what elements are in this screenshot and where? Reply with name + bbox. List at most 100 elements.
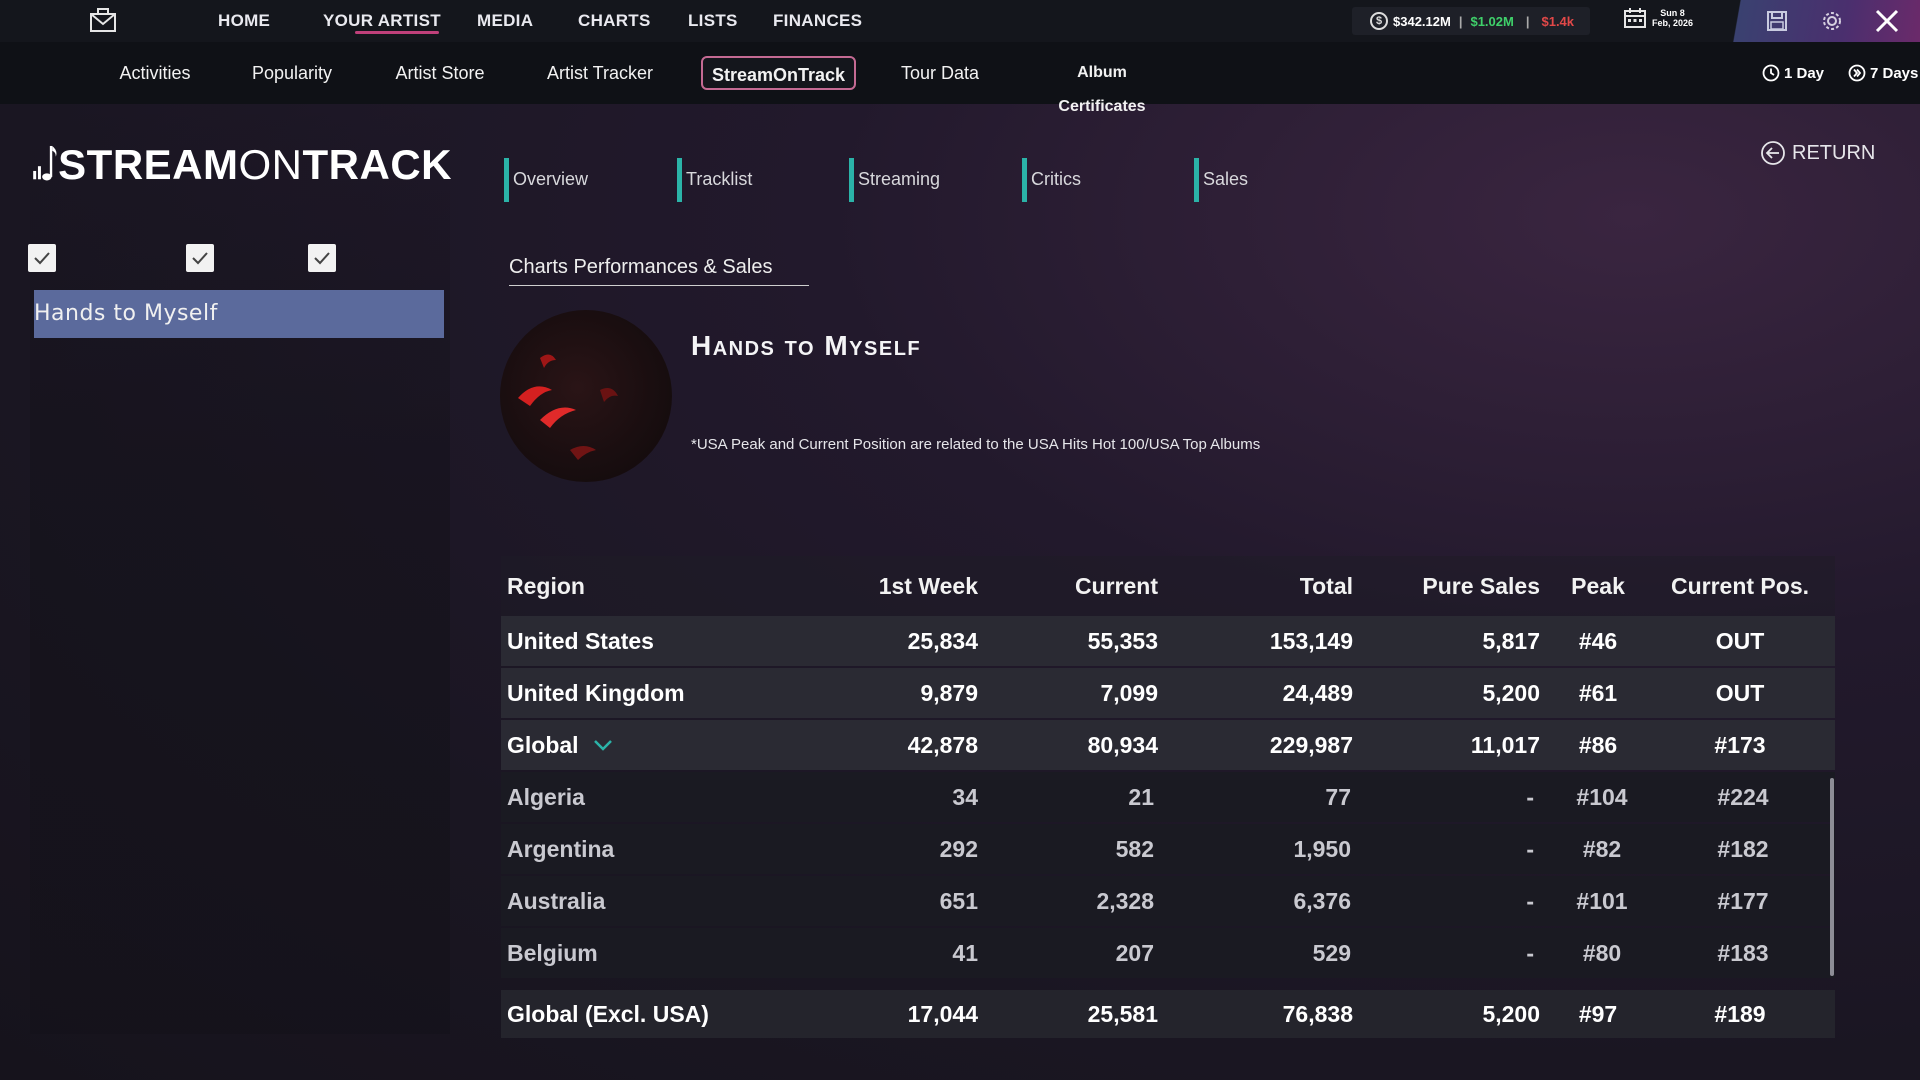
chevron-down-icon[interactable] bbox=[593, 738, 613, 752]
mail-icon[interactable] bbox=[88, 6, 118, 34]
album-cover-image bbox=[500, 310, 672, 482]
tab-tour-data[interactable]: Tour Data bbox=[900, 63, 980, 83]
region-name: Global bbox=[507, 731, 579, 758]
first-week-cell: 42,878 bbox=[907, 731, 978, 758]
column-header-1st-week: 1st Week bbox=[878, 572, 978, 599]
pure-sales-cell: - bbox=[1526, 939, 1534, 966]
first-week-cell: 25,834 bbox=[907, 627, 978, 654]
region-cell: Australia bbox=[507, 887, 606, 914]
tab-artist-store[interactable]: Artist Store bbox=[395, 63, 485, 83]
first-week-cell: 41 bbox=[952, 939, 978, 966]
date-month-year: Feb, 2026 bbox=[1652, 18, 1694, 28]
song-list-item-selected[interactable]: Hands to Myself bbox=[34, 290, 444, 338]
peak-cell: #86 bbox=[1578, 731, 1618, 758]
clock-icon bbox=[1762, 64, 1780, 82]
current-pos-cell: OUT bbox=[1715, 627, 1765, 654]
charts-sales-subtitle: Charts Performances & Sales bbox=[509, 256, 809, 286]
gear-icon[interactable] bbox=[1820, 9, 1844, 33]
checkmark-icon bbox=[192, 252, 208, 265]
date-display: Sun 8 Feb, 2026 bbox=[1624, 8, 1693, 28]
column-header-peak: Peak bbox=[1571, 572, 1625, 599]
region-cell: Algeria bbox=[507, 783, 585, 810]
first-week-cell: 292 bbox=[939, 835, 978, 862]
music-note-logo-icon bbox=[33, 145, 57, 181]
balance-value: $342.12M bbox=[1393, 13, 1451, 29]
current-cell: 80,934 bbox=[1087, 731, 1158, 758]
table-row: United States 25,834 55,353 153,149 5,81… bbox=[501, 616, 1835, 666]
tab-artist-tracker[interactable]: Artist Tracker bbox=[546, 63, 653, 83]
peak-cell: #101 bbox=[1576, 887, 1628, 914]
income-value: $1.02M bbox=[1470, 13, 1514, 29]
time-7days-button[interactable]: 7 Days bbox=[1848, 64, 1918, 82]
total-cell: 1,950 bbox=[1293, 835, 1351, 862]
current-pos-cell: #224 bbox=[1717, 783, 1769, 810]
nav-charts[interactable]: CHARTS bbox=[578, 11, 651, 30]
current-cell: 207 bbox=[1115, 939, 1154, 966]
fast-forward-clock-icon bbox=[1848, 64, 1866, 82]
time-1day-label: 1 Day bbox=[1784, 64, 1825, 82]
time-1day-button[interactable]: 1 Day bbox=[1762, 64, 1824, 82]
current-cell: 25,581 bbox=[1087, 1000, 1158, 1027]
money-separator: | bbox=[1525, 13, 1530, 29]
current-cell: 2,328 bbox=[1096, 887, 1154, 914]
region-cell: Global (Excl. USA) bbox=[507, 1000, 709, 1027]
pure-sales-cell: 11,017 bbox=[1470, 731, 1540, 758]
section-tab-overview[interactable]: Overview bbox=[504, 158, 588, 202]
column-header-current-pos: Current Pos. bbox=[1670, 572, 1810, 599]
current-cell: 55,353 bbox=[1087, 627, 1158, 654]
nav-finances[interactable]: FINANCES bbox=[773, 11, 863, 30]
checkmark-icon bbox=[314, 252, 330, 265]
pure-sales-cell: - bbox=[1526, 887, 1534, 914]
current-cell: 582 bbox=[1115, 835, 1154, 862]
column-header-current: Current bbox=[1074, 572, 1158, 599]
tab-album-certificates[interactable]: Album Certificates bbox=[1058, 64, 1146, 115]
table-row-global-expandable[interactable]: Global 42,878 80,934 229,987 11,017 #86 … bbox=[501, 720, 1835, 770]
nav-home[interactable]: HOME bbox=[218, 11, 271, 30]
dollar-icon: $ bbox=[1370, 12, 1388, 30]
region-cell: United States bbox=[507, 627, 654, 654]
peak-cell: #82 bbox=[1582, 835, 1622, 862]
current-pos-cell: #177 bbox=[1717, 887, 1769, 914]
section-tab-tracklist[interactable]: Tracklist bbox=[677, 158, 752, 202]
column-header-pure-sales: Pure Sales bbox=[1422, 572, 1540, 599]
streamontrack-logo: STREAMONTRACK bbox=[32, 130, 452, 200]
nav-media[interactable]: MEDIA bbox=[477, 11, 534, 30]
filter-checkbox-3[interactable] bbox=[308, 244, 336, 272]
pure-sales-cell: - bbox=[1526, 783, 1534, 810]
money-separator: | bbox=[1458, 13, 1463, 29]
return-button[interactable]: RETURN bbox=[1760, 140, 1875, 166]
first-week-cell: 651 bbox=[939, 887, 978, 914]
tab-activities[interactable]: Activities bbox=[119, 63, 191, 83]
filter-checkbox-2[interactable] bbox=[186, 244, 214, 272]
table-row-total: Global (Excl. USA) 17,044 25,581 76,838 … bbox=[501, 990, 1835, 1038]
tab-popularity[interactable]: Popularity bbox=[251, 63, 333, 83]
total-cell: 529 bbox=[1312, 939, 1351, 966]
close-icon[interactable] bbox=[1874, 8, 1900, 34]
song-list-item-label: Hands to Myself bbox=[34, 301, 218, 326]
nav-your-artist[interactable]: YOUR ARTIST bbox=[317, 0, 477, 42]
main-nav: HOME YOUR ARTIST MEDIA CHARTS LISTS FINA… bbox=[218, 0, 883, 42]
first-week-cell: 34 bbox=[952, 783, 978, 810]
table-scrollbar[interactable] bbox=[1830, 778, 1834, 976]
current-cell: 21 bbox=[1128, 783, 1154, 810]
logo-text-on: ON bbox=[238, 141, 303, 188]
current-pos-cell: #182 bbox=[1717, 835, 1769, 862]
song-title: Hands to Myself bbox=[691, 330, 922, 361]
first-week-cell: 17,044 bbox=[907, 1000, 978, 1027]
section-tab-sales[interactable]: Sales bbox=[1194, 158, 1248, 202]
current-cell: 7,099 bbox=[1100, 679, 1158, 706]
pure-sales-cell: 5,200 bbox=[1482, 1000, 1540, 1027]
pure-sales-cell: 5,817 bbox=[1482, 627, 1540, 654]
total-cell: 6,376 bbox=[1293, 887, 1351, 914]
section-tab-streaming[interactable]: Streaming bbox=[849, 158, 940, 202]
save-icon[interactable] bbox=[1766, 10, 1788, 32]
date-day: Sun 8 bbox=[1660, 8, 1685, 18]
tab-streamontrack[interactable]: StreamOnTrack bbox=[701, 56, 856, 90]
usa-chart-note: *USA Peak and Current Position are relat… bbox=[691, 436, 1261, 453]
filter-checkbox-1[interactable] bbox=[28, 244, 56, 272]
total-cell: 24,489 bbox=[1282, 679, 1353, 706]
section-tab-critics[interactable]: Critics bbox=[1022, 158, 1081, 202]
nav-lists[interactable]: LISTS bbox=[688, 11, 738, 30]
total-cell: 76,838 bbox=[1282, 1000, 1353, 1027]
calendar-icon bbox=[1624, 8, 1646, 28]
